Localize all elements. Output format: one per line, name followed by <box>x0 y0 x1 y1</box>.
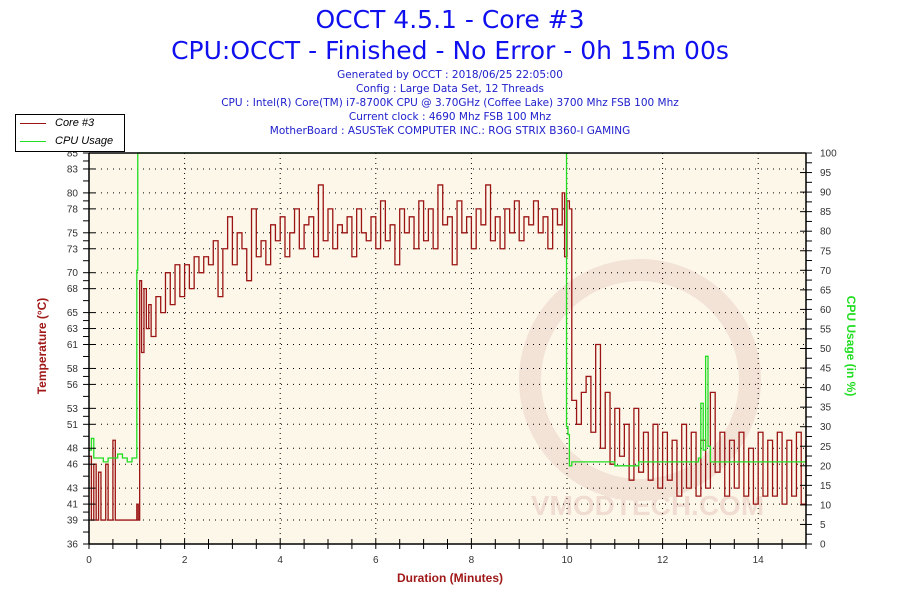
y-tick-label-right: 100 <box>820 149 837 160</box>
y-tick-label-right: 5 <box>820 520 826 531</box>
y-tick-label-right: 10 <box>820 500 832 511</box>
x-tick-label: 0 <box>86 555 92 566</box>
y-tick-label-left: 39 <box>67 516 79 527</box>
y-tick-label-right: 65 <box>820 285 832 296</box>
y-tick-label-right: 70 <box>820 266 832 277</box>
y-tick-label-right: 90 <box>820 188 832 199</box>
legend-label-core3: Core #3 <box>55 117 95 129</box>
x-tick-label: 6 <box>373 555 379 566</box>
y-tick-label-left: 36 <box>67 540 79 551</box>
y-tick-label-left: 83 <box>67 164 79 175</box>
y-tick-label-right: 20 <box>820 461 832 472</box>
info-generated: Generated by OCCT : 2018/06/25 22:05:00 <box>337 69 563 81</box>
y-tick-label-right: 50 <box>820 344 832 355</box>
y-tick-label-left: 41 <box>67 500 79 511</box>
x-tick-label: 2 <box>182 555 188 566</box>
y-tick-label-left: 78 <box>67 204 79 215</box>
y-tick-label-left: 75 <box>67 228 79 239</box>
y-tick-label-right: 95 <box>820 168 832 179</box>
series-cpu-usage-line <box>89 152 806 467</box>
legend-item-cpu-usage: CPU Usage <box>16 133 124 151</box>
y-tick-label-right: 35 <box>820 403 832 414</box>
legend-item-core3: Core #3 <box>16 115 124 133</box>
y-tick-label-right: 30 <box>820 422 832 433</box>
y-tick-label-right: 60 <box>820 305 832 316</box>
chart-subtitle: CPU:OCCT - Finished - No Error - 0h 15m … <box>171 36 729 65</box>
y-tick-label-left: 70 <box>67 268 79 279</box>
y-tick-label-left: 65 <box>67 308 79 319</box>
y-tick-label-left: 85 <box>67 149 79 160</box>
y-tick-label-left: 63 <box>67 324 79 335</box>
legend-swatch-core3 <box>20 123 46 124</box>
y-tick-label-left: 61 <box>67 340 79 351</box>
info-config: Config : Large Data Set, 12 Threads <box>356 83 544 95</box>
y-tick-label-left: 46 <box>67 460 79 471</box>
chart-title: OCCT 4.5.1 - Core #3 <box>315 5 585 34</box>
x-tick-label: 10 <box>561 555 573 566</box>
y-axis-title-left: Temperature (°C) <box>35 297 49 395</box>
y-tick-label-right: 0 <box>820 540 826 551</box>
x-tick-label: 12 <box>657 555 669 566</box>
y-tick-label-right: 75 <box>820 246 832 257</box>
y-tick-label-right: 85 <box>820 207 832 218</box>
series-core3-line <box>89 184 807 521</box>
info-motherboard: MotherBoard : ASUSTeK COMPUTER INC.: ROG… <box>269 125 631 137</box>
y-tick-label-left: 68 <box>67 284 79 295</box>
y-tick-label-right: 45 <box>820 364 832 375</box>
x-tick-label: 8 <box>469 555 475 566</box>
y-tick-label-right: 40 <box>820 383 832 394</box>
legend-swatch-cpu-usage <box>20 141 46 142</box>
y-tick-label-left: 53 <box>67 404 79 415</box>
watermark-logo <box>519 259 761 501</box>
legend-label-cpu-usage: CPU Usage <box>55 135 114 147</box>
y-tick-label-right: 80 <box>820 227 832 238</box>
x-axis-title: Duration (Minutes) <box>397 571 503 585</box>
y-axis-title-right: CPU Usage (in %) <box>844 295 858 397</box>
y-tick-label-left: 51 <box>67 420 79 431</box>
y-tick-label-right: 55 <box>820 324 832 335</box>
x-tick-label: 14 <box>753 555 765 566</box>
y-tick-label-left: 48 <box>67 444 79 455</box>
y-tick-label-left: 58 <box>67 364 79 375</box>
y-tick-label-left: 73 <box>67 244 79 255</box>
chart-legend: Core #3 CPU Usage <box>15 114 125 152</box>
y-tick-label-right: 25 <box>820 442 832 453</box>
info-cpu: CPU : Intel(R) Core(TM) i7-8700K CPU @ 3… <box>221 97 679 109</box>
y-tick-label-right: 15 <box>820 481 832 492</box>
y-tick-label-left: 43 <box>67 484 79 495</box>
x-tick-label: 4 <box>277 555 283 566</box>
y-tick-label-left: 56 <box>67 380 79 391</box>
y-tick-label-left: 80 <box>67 188 79 199</box>
info-clock: Current clock : 4690 Mhz FSB 100 Mhz <box>348 111 552 123</box>
